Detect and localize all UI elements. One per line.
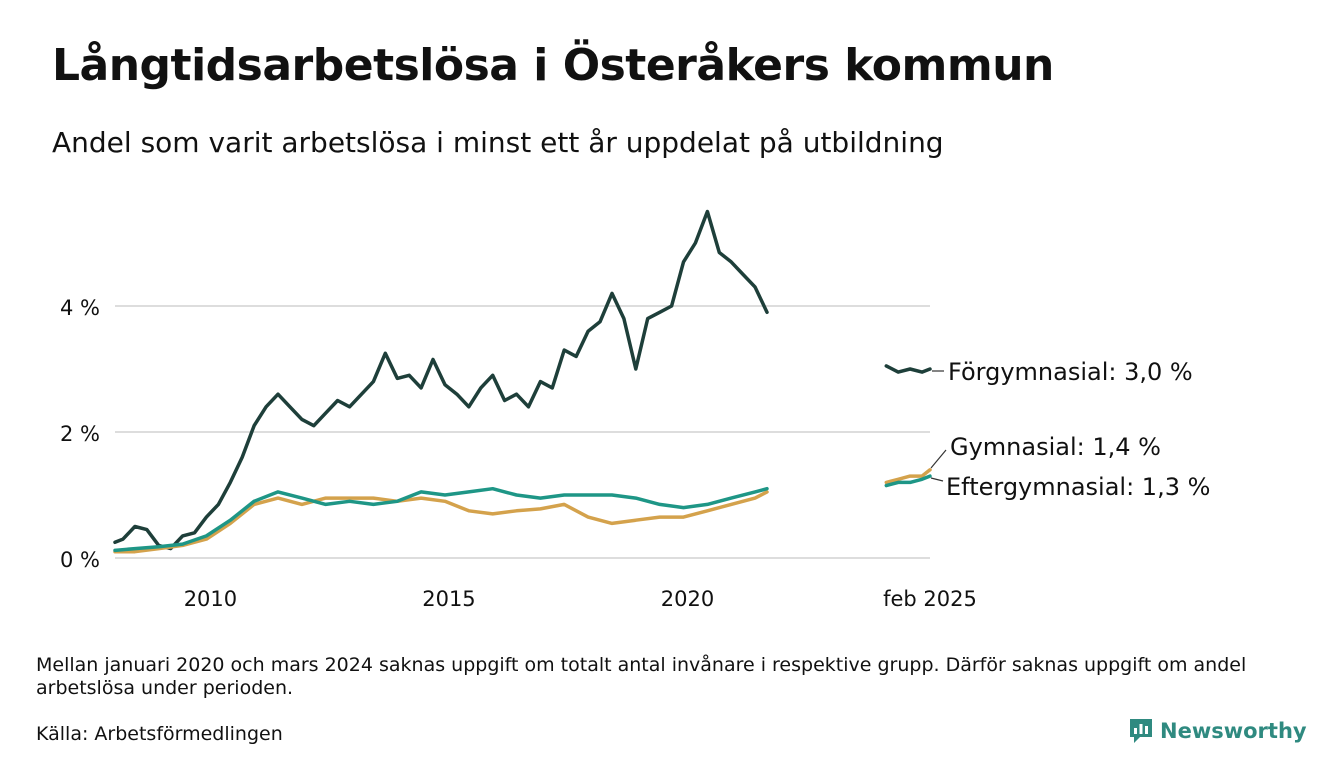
gridlines (115, 305, 930, 559)
series-line-eftergymnasial (884, 474, 932, 488)
series-line-förgymnasial (884, 364, 932, 374)
x-tick-label: feb 2025 (883, 587, 977, 611)
x-tick-label: 2010 (184, 587, 237, 611)
line-chart: 0 % 2 % 4 % 2010 2015 2020 feb 2025 Förgymnas… (60, 209, 1210, 611)
newsworthy-icon (1130, 719, 1152, 743)
end-label-förgymnasial: Förgymnasial: 3,0 % (948, 358, 1193, 386)
end-label-leader (930, 477, 944, 482)
end-label-gymnasial: Gymnasial: 1,4 % (950, 433, 1161, 461)
source-text: Källa: Arbetsförmedlingen (36, 723, 283, 745)
brand-logo[interactable]: Newsworthy (1128, 717, 1307, 745)
series-line-gymnasial (113, 490, 769, 554)
end-label-leader (930, 449, 947, 469)
y-tick-label: 0 % (60, 548, 100, 572)
series-line-förgymnasial (113, 209, 769, 551)
end-labels: Förgymnasial: 3,0 % Gymnasial: 1,4 % Efter… (930, 358, 1210, 501)
x-tick-label: 2020 (661, 587, 714, 611)
x-tick-label: 2015 (422, 587, 475, 611)
end-label-eftergymnasial: Eftergymnasial: 1,3 % (946, 473, 1210, 501)
footnote: Mellan januari 2020 och mars 2024 saknas… (36, 654, 1247, 699)
series-lines (113, 209, 932, 554)
brand-name: Newsworthy (1160, 719, 1307, 743)
chart-subtitle: Andel som varit arbetslösa i minst ett å… (52, 126, 944, 159)
series-line-gymnasial (884, 468, 932, 485)
x-axis-ticks: 2010 2015 2020 feb 2025 (184, 587, 977, 611)
y-tick-label: 4 % (60, 296, 100, 320)
series-line-eftergymnasial (113, 486, 769, 553)
y-tick-label: 2 % (60, 422, 100, 446)
y-axis-ticks: 0 % 2 % 4 % (60, 296, 100, 572)
chart-title: Långtidsarbetslösa i Österåkers kommun (52, 40, 1054, 91)
